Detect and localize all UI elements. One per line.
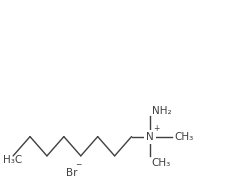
Text: Br: Br	[66, 168, 78, 178]
Text: N: N	[146, 132, 153, 142]
Text: CH₃: CH₃	[151, 158, 171, 168]
Text: −: −	[76, 160, 82, 169]
Text: H₃C: H₃C	[3, 155, 23, 165]
Text: +: +	[154, 124, 160, 133]
Text: CH₃: CH₃	[174, 132, 193, 142]
Text: NH₂: NH₂	[152, 106, 172, 116]
